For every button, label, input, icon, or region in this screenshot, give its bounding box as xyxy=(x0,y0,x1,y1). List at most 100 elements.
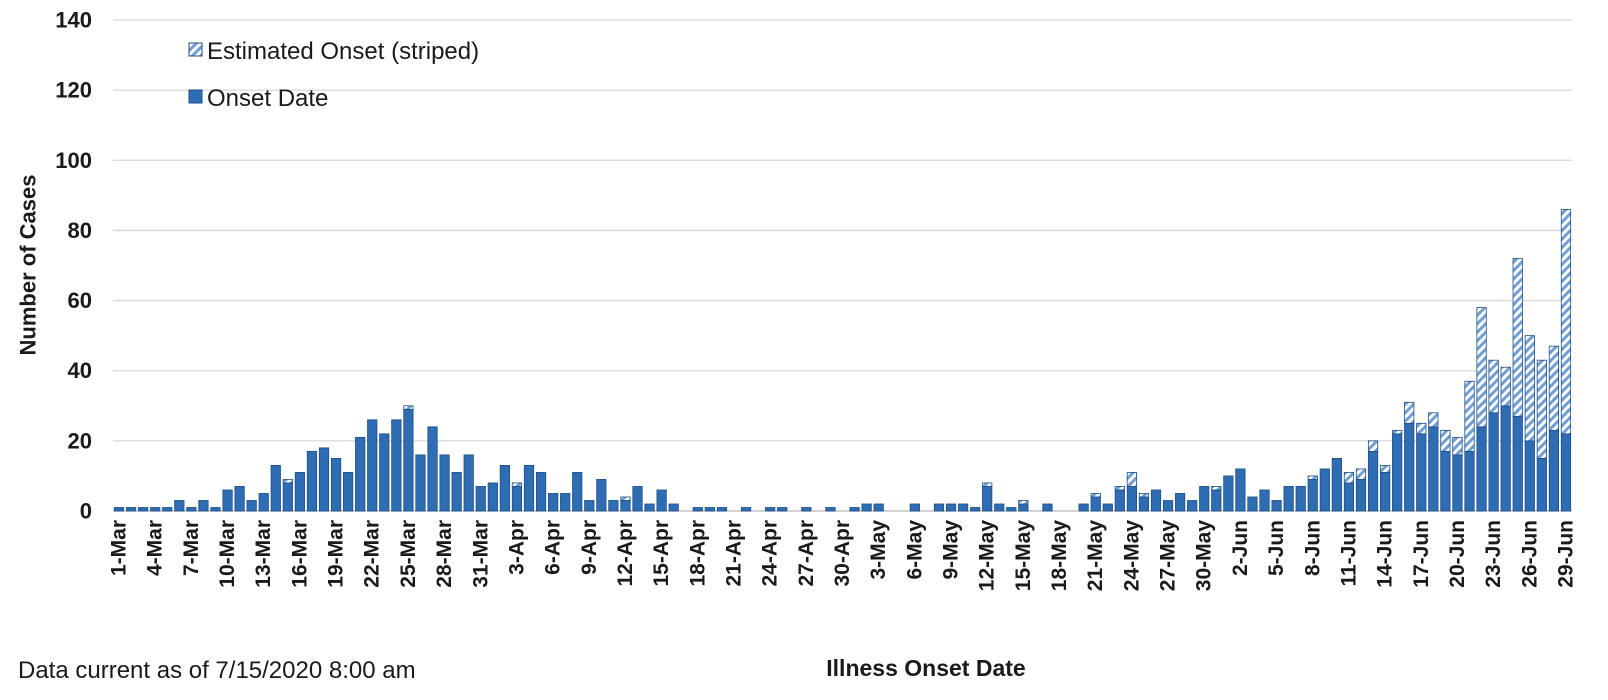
bar-onset-20-Jun xyxy=(1452,454,1463,512)
x-tick-label: 12-May xyxy=(976,520,999,592)
bar-onset-5-Jun xyxy=(1271,500,1282,512)
bar-onset-9-May xyxy=(945,503,957,512)
bar-estimated-11-Jun xyxy=(1343,472,1355,484)
y-tick-label: 120 xyxy=(55,78,92,103)
bar-estimated-15-Jun xyxy=(1392,429,1403,435)
bar-onset-10-Mar xyxy=(222,489,233,512)
bar-estimated-27-Jun xyxy=(1536,359,1547,459)
bar-onset-25-Mar xyxy=(403,408,414,512)
bar-onset-6-Apr xyxy=(548,493,559,512)
bar-onset-12-Apr xyxy=(620,500,631,512)
bar-estimated-8-Jun xyxy=(1307,475,1318,480)
bar-onset-19-Mar xyxy=(330,457,342,512)
gridlines xyxy=(113,19,1572,512)
bar-onset-8-Jun xyxy=(1307,479,1318,512)
bar-onset-6-Mar xyxy=(174,500,185,512)
bar-estimated-24-Jun xyxy=(1500,366,1511,407)
bar-onset-26-Jun xyxy=(1524,440,1535,512)
bar-onset-9-Jun xyxy=(1319,468,1330,512)
y-tick-label: 40 xyxy=(68,358,92,383)
x-tick-label: 6-Apr xyxy=(542,520,565,575)
bar-onset-13-Jun xyxy=(1367,450,1379,512)
bar-onset-8-Apr xyxy=(572,472,583,512)
bar-estimated-13-Jun xyxy=(1367,440,1379,452)
x-tick-label: 6-May xyxy=(903,520,926,580)
bar-onset-2-Apr xyxy=(499,465,510,512)
legend: Estimated Onset (striped) Onset Date xyxy=(188,38,479,112)
bar-onset-18-Apr xyxy=(692,507,703,512)
y-axis-ticks: 0 20 40 60 80 100 120 140 xyxy=(55,8,92,524)
bar-onset-4-Jun xyxy=(1259,489,1270,512)
x-tick-label: 28-Mar xyxy=(433,520,456,588)
x-tick-label: 27-May xyxy=(1157,520,1180,592)
bar-estimated-21-May xyxy=(1090,493,1101,498)
bar-onset-17-Jun xyxy=(1416,433,1427,512)
x-tick-label: 13-Mar xyxy=(252,520,275,588)
bar-onset-27-Apr xyxy=(801,507,812,512)
bar-estimated-26-Jun xyxy=(1524,335,1535,442)
bar-onset-11-Jun xyxy=(1343,482,1355,512)
bar-estimated-21-Jun xyxy=(1464,380,1475,452)
x-tick-label: 15-May xyxy=(1012,520,1035,592)
bar-onset-19-Apr xyxy=(704,507,715,512)
bar-onset-22-May xyxy=(1102,503,1113,512)
bar-onset-16-Mar xyxy=(294,472,305,512)
legend-swatch-estimated xyxy=(188,42,203,57)
x-tick-label: 11-Jun xyxy=(1337,520,1360,587)
bar-onset-3-Apr xyxy=(511,486,523,512)
bar-onset-3-Mar xyxy=(138,507,149,512)
bar-onset-1-Jun xyxy=(1223,475,1234,512)
bar-estimated-19-Jun xyxy=(1440,429,1451,452)
bar-estimated-17-Jun xyxy=(1416,422,1427,435)
bar-onset-28-Jun xyxy=(1548,429,1560,512)
x-tick-label: 9-May xyxy=(940,520,963,580)
bar-onset-18-Mar xyxy=(318,447,330,512)
x-tick-label: 30-Apr xyxy=(831,520,854,587)
bar-onset-7-Apr xyxy=(560,493,571,512)
bar-onset-25-May xyxy=(1138,496,1150,512)
bar-onset-4-Mar xyxy=(150,507,161,512)
bar-onset-16-Apr xyxy=(668,503,679,512)
bar-onset-10-Jun xyxy=(1331,457,1342,512)
bar-onset-12-May xyxy=(982,486,993,512)
bar-onset-24-May xyxy=(1126,486,1137,512)
bar-estimated-24-May xyxy=(1126,472,1137,487)
bar-onset-30-May xyxy=(1199,486,1210,512)
bars xyxy=(113,208,1572,512)
bar-onset-15-Apr xyxy=(656,489,667,512)
x-tick-label: 9-Apr xyxy=(578,520,601,575)
x-tick-label: 2-Jun xyxy=(1229,520,1252,576)
bar-onset-16-Jun xyxy=(1404,422,1415,512)
bar-onset-26-May xyxy=(1150,489,1162,512)
bar-onset-6-May xyxy=(909,503,920,512)
bar-onset-22-Jun xyxy=(1476,426,1487,512)
x-tick-label: 1-Mar xyxy=(108,520,131,576)
bar-estimated-25-May xyxy=(1138,493,1150,498)
bar-onset-8-Mar xyxy=(198,500,209,512)
bar-estimated-3-Apr xyxy=(511,482,523,487)
x-tick-label: 31-Mar xyxy=(469,520,492,588)
y-axis-label: Number of Cases xyxy=(16,175,41,356)
bar-onset-2-Mar xyxy=(125,507,137,512)
bar-estimated-25-Mar xyxy=(403,405,414,410)
bar-onset-7-Jun xyxy=(1295,486,1306,512)
bar-onset-26-Mar xyxy=(415,454,426,512)
bar-onset-21-May xyxy=(1090,496,1101,512)
x-tick-label: 7-Mar xyxy=(180,520,203,576)
x-tick-label: 19-Mar xyxy=(325,520,348,588)
bar-onset-10-Apr xyxy=(596,479,607,512)
bar-onset-22-Apr xyxy=(740,507,752,512)
legend-label-estimated: Estimated Onset (striped) xyxy=(207,38,479,65)
bar-onset-31-May xyxy=(1211,489,1222,512)
x-tick-label: 22-Mar xyxy=(361,520,384,588)
x-tick-label: 30-May xyxy=(1193,520,1216,592)
x-tick-label: 5-Jun xyxy=(1265,520,1288,576)
bar-onset-7-Mar xyxy=(186,507,197,512)
x-tick-label: 23-Jun xyxy=(1482,520,1505,588)
x-tick-label: 12-Apr xyxy=(614,520,637,587)
x-axis-label: Illness Onset Date xyxy=(826,655,1025,681)
bar-onset-11-Mar xyxy=(234,486,245,512)
bar-onset-27-May xyxy=(1162,500,1174,512)
bar-estimated-31-May xyxy=(1211,486,1222,491)
